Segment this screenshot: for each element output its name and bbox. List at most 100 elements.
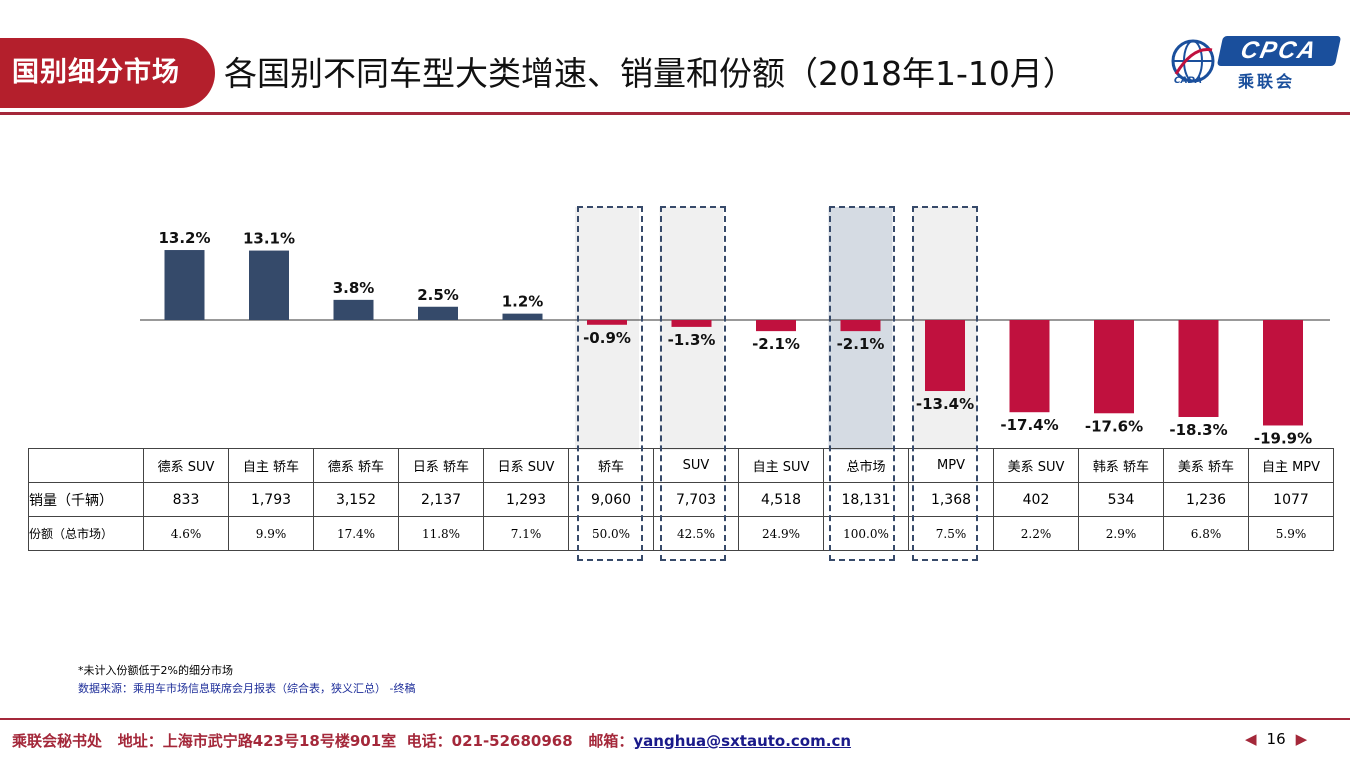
row-label-share: 份额（总市场） xyxy=(28,516,144,551)
footer-phone: 电话：021-52680968 xyxy=(406,732,573,750)
highlight-fill xyxy=(659,207,724,450)
footer-divider xyxy=(0,718,1350,720)
cpca-logo: CADA CPCA 乘联会 xyxy=(1168,32,1343,92)
footer-address: 地址：上海市武宁路423号18号楼901室 xyxy=(117,732,397,750)
sales-cell: 534 xyxy=(1078,482,1164,517)
logo-cn-text: 乘联会 xyxy=(1238,72,1296,91)
bar xyxy=(1263,320,1303,426)
category-cell: 轿车 xyxy=(568,448,654,483)
share-cell: 9.9% xyxy=(228,516,314,551)
category-cell: MPV xyxy=(908,448,994,483)
footer-email-label: 邮箱： xyxy=(588,732,634,750)
data-label: -19.9% xyxy=(1254,429,1312,447)
share-cell: 4.6% xyxy=(143,516,229,551)
share-cell: 7.1% xyxy=(483,516,569,551)
footer-contact: 乘联会秘书处 地址：上海市武宁路423号18号楼901室 电话：021-5268… xyxy=(12,730,851,751)
data-label: -2.1% xyxy=(837,335,885,353)
data-label: 2.5% xyxy=(417,286,459,304)
category-cell: 韩系 轿车 xyxy=(1078,448,1164,483)
logo-cpca-text: CPCA xyxy=(1216,36,1342,66)
bar xyxy=(333,299,374,320)
category-cell: 美系 SUV xyxy=(993,448,1079,483)
footer-org: 乘联会秘书处 xyxy=(12,732,103,750)
sales-cell: 7,703 xyxy=(653,482,739,517)
category-cell: 自主 轿车 xyxy=(228,448,314,483)
footnote-source: 数据来源：乘用车市场信息联席会月报表（综合表，狭义汇总） -终稿 xyxy=(78,682,416,695)
share-cell: 6.8% xyxy=(1163,516,1249,551)
sales-cell: 2,137 xyxy=(398,482,484,517)
share-cell: 100.0% xyxy=(823,516,909,551)
category-cell: 日系 SUV xyxy=(483,448,569,483)
sales-cell: 402 xyxy=(993,482,1079,517)
bar xyxy=(671,320,712,327)
bar xyxy=(164,250,205,320)
page-title: 各国别不同车型大类增速、销量和份额（2018年1-10月） xyxy=(224,54,1076,93)
bar xyxy=(249,250,289,320)
category-cell: 德系 SUV xyxy=(143,448,229,483)
data-label: -17.6% xyxy=(1085,417,1143,435)
category-cell: 总市场 xyxy=(823,448,909,483)
data-label: -1.3% xyxy=(668,331,716,349)
sales-cell: 1,368 xyxy=(908,482,994,517)
sales-cell: 833 xyxy=(143,482,229,517)
page-number: 16 xyxy=(1266,730,1286,748)
data-label: -17.4% xyxy=(1000,416,1058,434)
bar xyxy=(418,306,458,320)
share-cell: 7.5% xyxy=(908,516,994,551)
pager: ◀ 16 ▶ xyxy=(1245,730,1307,748)
table-row-share: 份额（总市场） 4.6% 9.9% 17.4% 11.8% 7.1% 50.0% 42.5%… xyxy=(28,516,1334,551)
category-cell: 自主 MPV xyxy=(1248,448,1334,483)
footer-email-link[interactable]: yanghua@sxtauto.com.cn xyxy=(633,732,852,750)
data-label: 1.2% xyxy=(502,293,544,311)
row-label-categories xyxy=(28,448,144,483)
bar xyxy=(1009,320,1050,413)
globe-icon xyxy=(1171,39,1215,83)
category-cell: SUV xyxy=(653,448,739,483)
footnote-note: *未计入份额低于2%的细分市场 xyxy=(78,664,233,677)
sales-cell: 3,152 xyxy=(313,482,399,517)
bar xyxy=(1178,320,1219,417)
share-cell: 24.9% xyxy=(738,516,824,551)
share-cell: 2.2% xyxy=(993,516,1079,551)
share-cell: 17.4% xyxy=(313,516,399,551)
sales-cell: 1,793 xyxy=(228,482,314,517)
category-cell: 美系 轿车 xyxy=(1163,448,1249,483)
sales-cell: 18,131 xyxy=(823,482,909,517)
sales-cell: 1077 xyxy=(1248,482,1334,517)
highlight-fill xyxy=(575,207,639,450)
bar xyxy=(840,320,881,332)
row-label-sales: 销量（千辆） xyxy=(28,482,144,517)
sales-share-table: 德系 SUV 自主 轿车 德系 轿车 日系 轿车 日系 SUV 轿车 SUV 自主 SUV 总市… xyxy=(28,448,1334,551)
bar xyxy=(502,313,543,320)
prev-page-icon[interactable]: ◀ xyxy=(1245,730,1257,748)
data-label: -0.9% xyxy=(583,329,631,347)
share-cell: 5.9% xyxy=(1248,516,1334,551)
data-label: 13.1% xyxy=(243,230,295,248)
next-page-icon[interactable]: ▶ xyxy=(1295,730,1308,748)
share-cell: 42.5% xyxy=(653,516,739,551)
category-cell: 德系 轿车 xyxy=(313,448,399,483)
data-label: -13.4% xyxy=(916,395,974,413)
table-row-sales: 销量（千辆） 833 1,793 3,152 2,137 1,293 9,060 7,703… xyxy=(28,482,1334,517)
logo-sub-text: CADA xyxy=(1174,76,1203,86)
data-label: 13.2% xyxy=(158,229,210,247)
category-cell: 自主 SUV xyxy=(738,448,824,483)
sales-cell: 1,236 xyxy=(1163,482,1249,517)
sales-cell: 1,293 xyxy=(483,482,569,517)
category-cell: 日系 轿车 xyxy=(398,448,484,483)
section-tag: 国别细分市场 xyxy=(0,38,215,108)
data-label: -2.1% xyxy=(752,335,800,353)
growth-bar-chart: 13.2% 13.1% 3.8% 2.5% 1.2% -0.9% -1.3% -2.1% -2.… xyxy=(140,207,1330,450)
share-cell: 11.8% xyxy=(398,516,484,551)
bar xyxy=(756,320,796,332)
table-row-categories: 德系 SUV 自主 轿车 德系 轿车 日系 轿车 日系 SUV 轿车 SUV 自主 SUV 总市… xyxy=(28,448,1334,483)
share-cell: 50.0% xyxy=(568,516,654,551)
bar xyxy=(587,320,627,325)
sales-cell: 4,518 xyxy=(738,482,824,517)
share-cell: 2.9% xyxy=(1078,516,1164,551)
bar xyxy=(1094,320,1134,414)
sales-cell: 9,060 xyxy=(568,482,654,517)
bar xyxy=(925,320,965,392)
data-label: -18.3% xyxy=(1169,421,1227,439)
data-label: 3.8% xyxy=(333,279,375,297)
